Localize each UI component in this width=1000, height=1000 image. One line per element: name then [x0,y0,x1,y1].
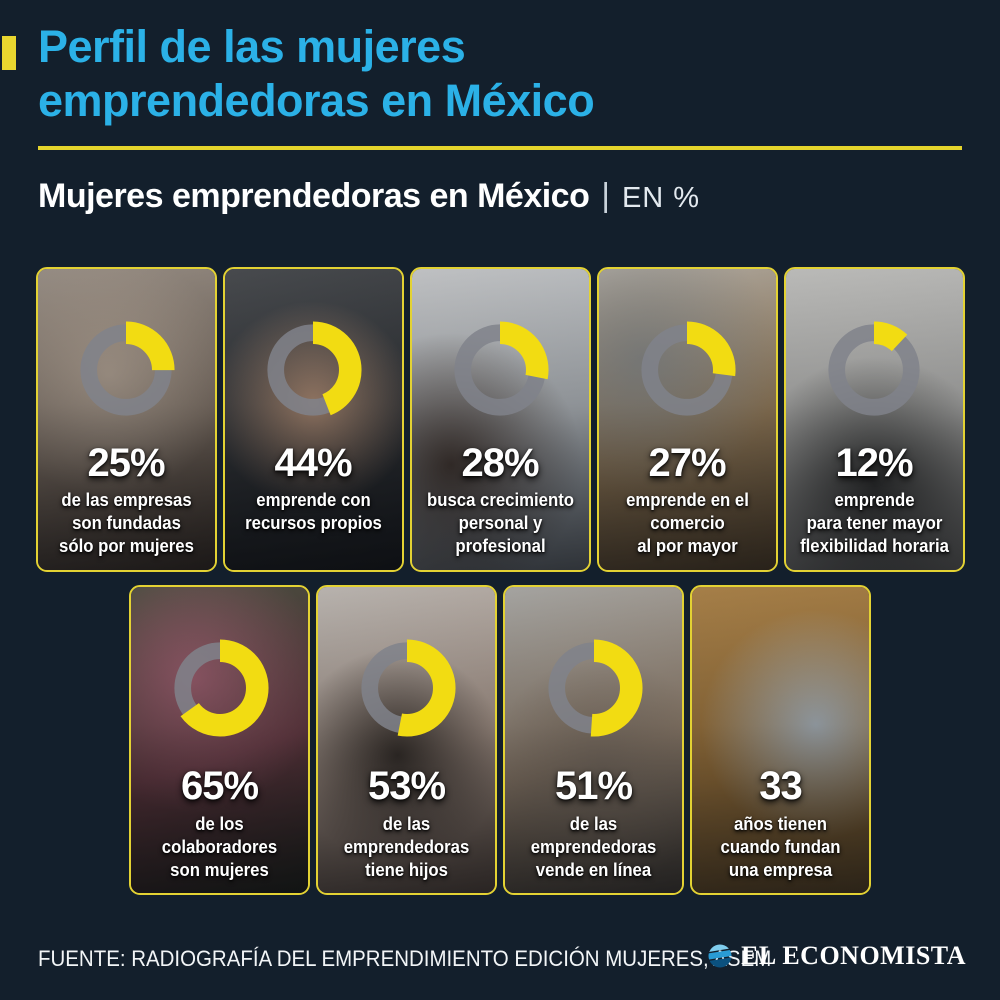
stat-card: 27% emprende en el comercio al por mayor [596,267,778,572]
stat-description: emprende con recursos propios [231,489,396,535]
source-text: FUENTE: RADIOGRAFÍA DEL EMPRENDIMIENTO E… [38,946,772,971]
stat-value: 25% [87,441,165,485]
subtitle-text: Mujeres emprendedoras en México [38,177,590,215]
cards-row-2: 65% de los colaboradores son mujeres 53% de l… [0,585,1000,895]
stat-card: 28% busca crecimiento personal y profesiona… [409,267,591,572]
stat-description: emprende en el comercio al por mayor [605,489,770,558]
stat-description-line: de las [382,814,431,834]
el-economista-globe-icon [708,944,732,968]
stat-description-line: comercio [649,513,725,533]
stat-description: de las emprendedoras vende en línea [511,813,676,882]
stat-description-line: de las [569,814,618,834]
title-divider [38,146,962,150]
cards-row-1: 25% de las empresas son fundadas sólo por m… [0,267,1000,572]
stat-value: 51% [554,764,633,808]
subtitle: Mujeres emprendedoras en México | EN % [38,176,968,216]
photo-dark-overlay [411,269,589,570]
stat-value: 65% [180,764,259,808]
photo-dark-overlay [692,587,869,893]
stat-card: 33 años tienen cuando fundan una empresa [690,585,871,895]
brand-name: EL ECONOMISTA [741,941,966,970]
stat-description-line: tiene hijos [365,860,448,880]
stat-description-line: una empresa [728,860,833,880]
stat-card: 44% emprende con recursos propios [222,267,404,572]
page-title: Perfil de las mujeres emprendedoras en M… [38,20,595,128]
stat-description-line: emprendedoras [530,837,657,857]
stat-description-line: son mujeres [170,860,269,880]
stat-value: 44% [274,441,352,485]
photo-dark-overlay [224,269,402,570]
stat-value: 33 [759,764,803,808]
stat-description: emprende para tener mayor flexibilidad hor… [792,489,957,558]
stat-value: 27% [648,441,726,485]
stat-description-line: al por mayor [636,536,738,556]
donut-chart [449,319,551,426]
title-accent-marker [2,36,16,70]
stat-description-line: recursos propios [244,513,382,533]
stat-value: 53% [367,764,446,808]
photo-dark-overlay [598,269,776,570]
stat-card: 51% de las emprendedoras vende en línea [503,585,684,895]
stat-description-line: emprende en el [625,490,749,510]
stat-description-line: vende en línea [535,860,652,880]
stat-description: de las empresas son fundadas sólo por muje… [44,489,209,558]
cards-grid: 25% de las empresas son fundadas sólo por m… [0,267,1000,895]
photo-dark-overlay [505,587,682,893]
stat-description-line: emprende con [255,490,371,510]
stat-card: 25% de las empresas son fundadas sólo por m… [35,267,217,572]
subtitle-unit: EN % [621,182,701,214]
stat-description: busca crecimiento personal y profesional [418,489,583,558]
donut-chart [636,319,738,426]
subtitle-separator: | [601,176,610,213]
brand-logo: EL ECONOMISTA [706,941,966,971]
donut-chart [75,319,177,426]
stat-card: 12% emprende para tener mayor flexibilidad … [783,267,965,572]
stat-description-line: cuando fundan [720,837,841,857]
stat-description: de los colaboradores son mujeres [137,813,302,882]
stat-description-line: emprendedoras [343,837,470,857]
stat-description-line: colaboradores [161,837,278,857]
stat-description-line: años tienen [733,814,828,834]
stat-description-line: sólo por mujeres [58,536,194,556]
stat-description-line: flexibilidad horaria [799,536,949,556]
stat-value: 28% [461,441,539,485]
stat-description: años tienen cuando fundan una empresa [698,813,863,882]
photo-dark-overlay [131,587,308,893]
donut-chart [262,319,364,426]
photo-dark-overlay [785,269,963,570]
stat-description-line: emprende [833,490,915,510]
stat-description-line: de las empresas [60,490,192,510]
stat-description-line: personal y [458,513,542,533]
stat-card: 65% de los colaboradores son mujeres [129,585,310,895]
stat-description-line: busca crecimiento [426,490,574,510]
stat-description-line: profesional [454,536,546,556]
title-line-2: emprendedoras en México [38,75,595,126]
title-line-1: Perfil de las mujeres [38,21,466,72]
photo-dark-overlay [318,587,495,893]
photo-dark-overlay [37,269,215,570]
donut-chart [169,637,271,744]
donut-chart [543,637,645,744]
stat-description: de las emprendedoras tiene hijos [324,813,489,882]
stat-description-line: de los [195,814,244,834]
stat-description-line: para tener mayor [806,513,942,533]
stat-card: 53% de las emprendedoras tiene hijos [316,585,497,895]
donut-chart [823,319,925,426]
donut-chart [356,637,458,744]
stat-value: 12% [835,441,913,485]
stat-description-line: son fundadas [71,513,181,533]
